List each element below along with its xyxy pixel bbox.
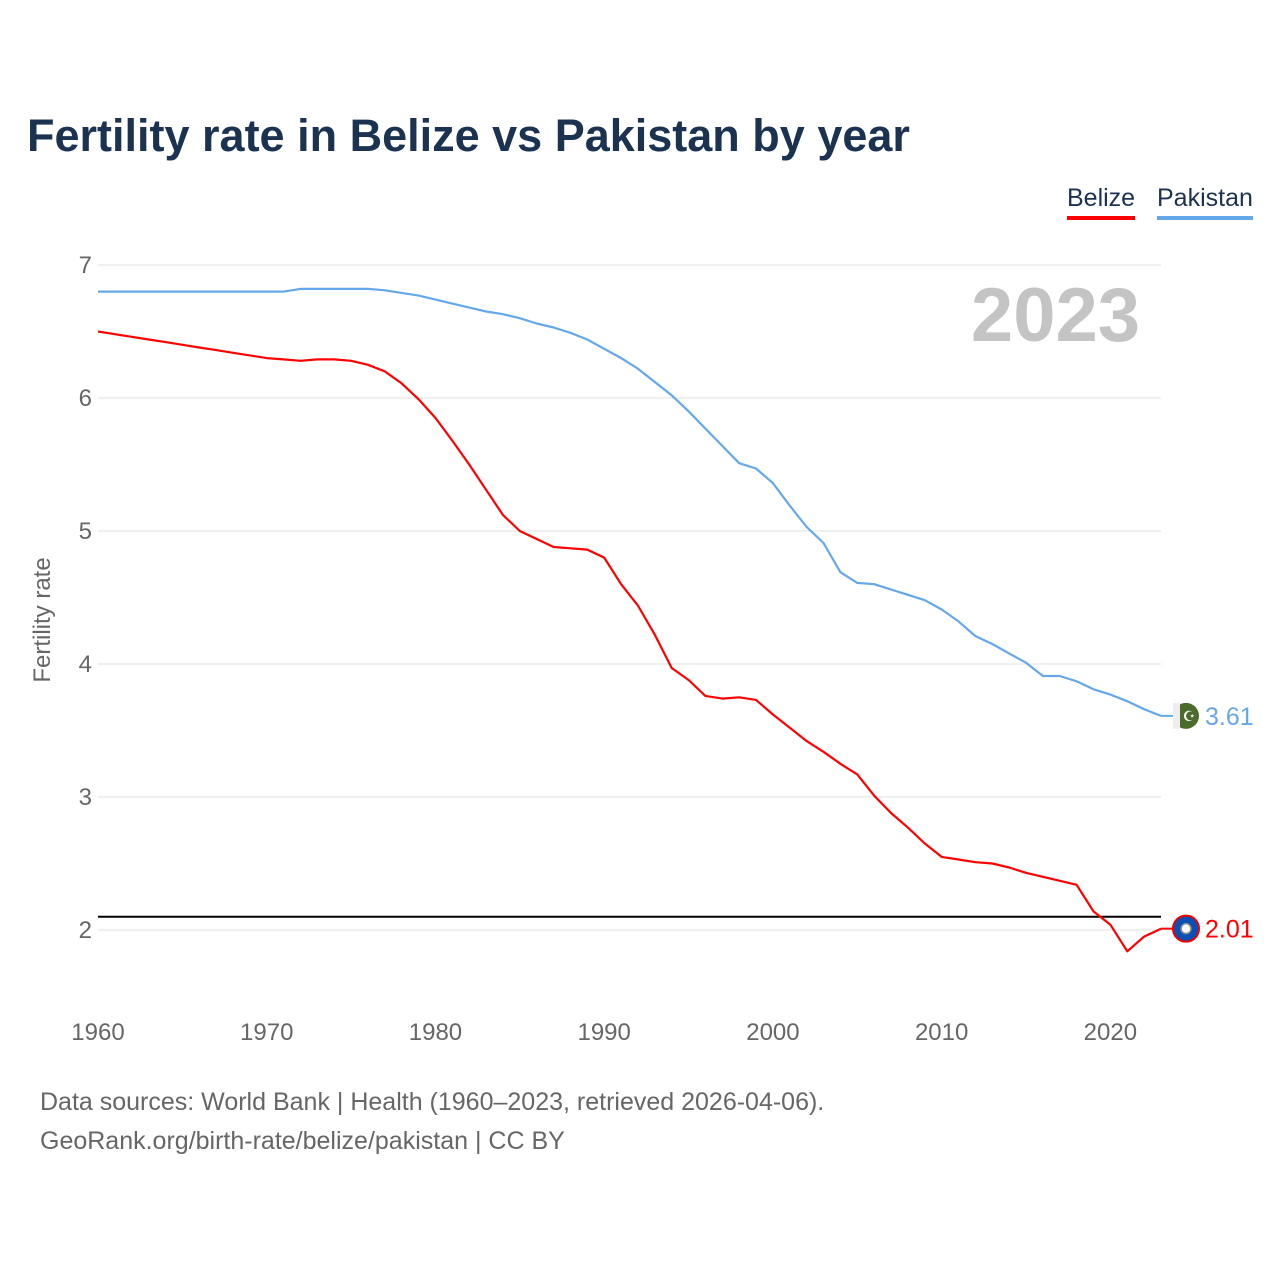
x-tick-label: 1960 (71, 1019, 124, 1046)
y-tick-label: 2 (79, 917, 92, 944)
legend-belize[interactable]: Belize (1067, 184, 1136, 220)
x-tick-label: 2020 (1084, 1019, 1137, 1046)
pakistan-flag-icon-stripe (1173, 702, 1180, 729)
source-link[interactable]: GeoRank.org/birth-rate/belize/pakistan |… (40, 1127, 565, 1155)
y-tick-label: 5 (79, 518, 92, 545)
x-tick-label: 1990 (577, 1019, 630, 1046)
y-axis-label: Fertility rate (29, 557, 56, 682)
x-tick-label: 2000 (746, 1019, 799, 1046)
end-value-label: 2.01 (1205, 916, 1254, 944)
series-line-belize (97, 330, 1162, 953)
belize-emblem-icon (1180, 922, 1192, 935)
x-tick-label: 1970 (240, 1019, 293, 1046)
y-tick-label: 6 (79, 385, 92, 412)
source-text: Data sources: World Bank | Health (1960–… (40, 1088, 825, 1116)
series-line-pakistan (98, 287, 1162, 717)
y-tick-label: 7 (79, 252, 92, 279)
chart-title: Fertility rate in Belize vs Pakistan by … (27, 110, 910, 161)
year-label: 2023 (971, 273, 1140, 358)
x-tick-label: 1980 (409, 1019, 462, 1046)
legend-pakistan[interactable]: Pakistan (1157, 184, 1253, 220)
x-tick-label: 2010 (915, 1019, 968, 1046)
crescent-icon: ☪ (1183, 708, 1196, 724)
y-tick-label: 4 (79, 651, 92, 678)
end-value-label: 3.61 (1205, 703, 1254, 731)
y-tick-label: 3 (79, 784, 92, 811)
